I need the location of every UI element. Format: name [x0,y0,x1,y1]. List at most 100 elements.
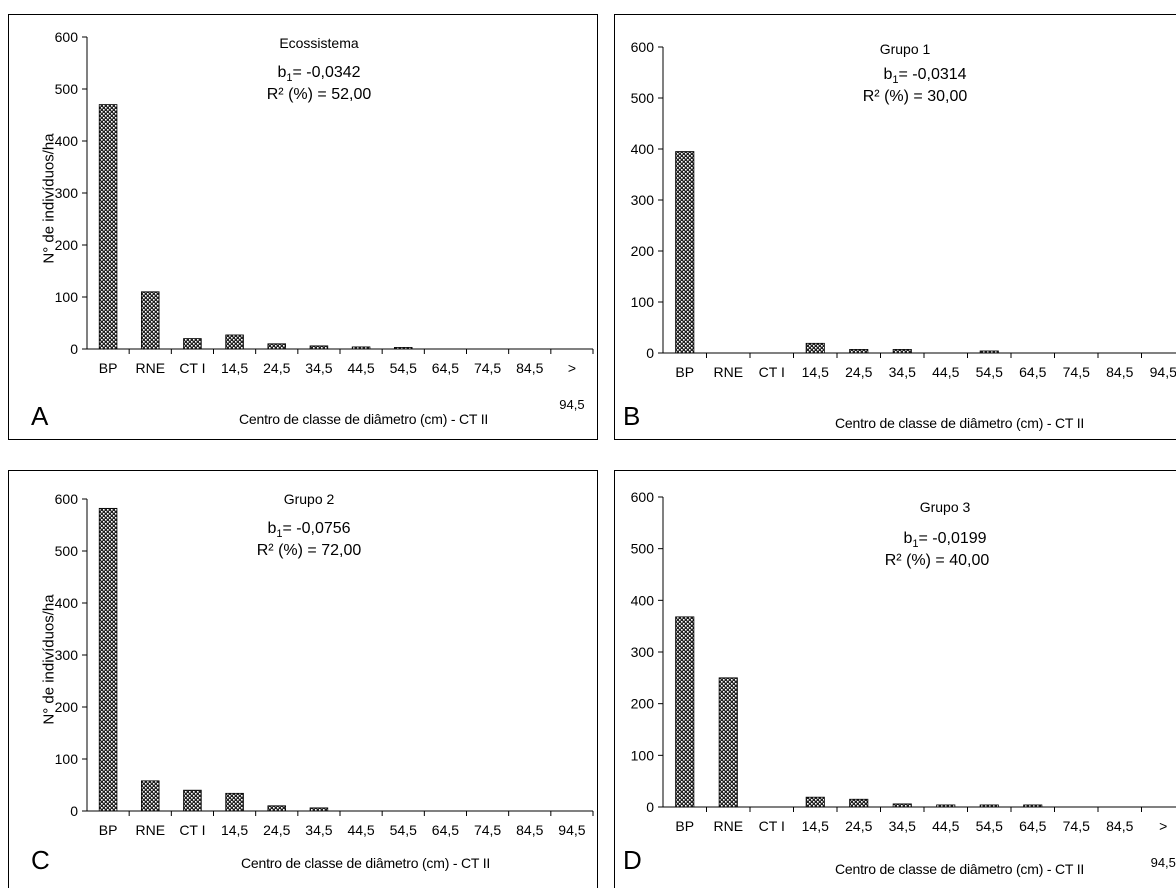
slope-annotation: b1= -0,0314 [883,66,967,87]
x-tick-label: 14,5 [221,822,248,838]
x-tick-label: > [568,360,576,376]
bar-bp [98,104,118,350]
bar-54-5 [979,350,999,354]
panel-letter: A [31,401,49,431]
y-tick-label: 300 [55,647,79,663]
axes: 0 100 200 300 400 500 600 BP RNE CT I 14,5 24,5 34,5… [631,489,1176,870]
x-tick-label: BP [675,818,694,834]
x-tick-label: 24,5 [263,360,290,376]
y-tick-label: 500 [631,90,655,106]
bar-24-5 [849,349,869,354]
bar-64-5 [1023,804,1043,808]
r2-annotation: R² (%) = 40,00 [884,552,990,569]
x-axis-label: Centro de classe de diâmetro (cm) - CT I… [241,855,491,871]
x-tick-label: CT I [179,360,205,376]
chart-title: Grupo 1 [879,41,931,57]
x-tick-label: 94,5 [1150,364,1176,380]
x-tick-label: 14,5 [221,360,248,376]
y-tick-label: 100 [631,747,655,763]
r2-annotation: R² (%) = 52,00 [266,86,372,103]
bars [98,104,413,350]
slope-value: -0,0342 [306,64,361,81]
bar-ct-i [183,338,202,350]
bar-bp [98,507,118,812]
chart-title: Grupo 2 [283,491,335,507]
bar-14-5 [805,342,825,354]
bar-rne [718,677,738,808]
x-tick-label: RNE [135,360,165,376]
y-tick-label: 0 [646,799,654,815]
x-tick-label: 94,5 [558,822,585,838]
x-tick-label: 54,5 [976,818,1003,834]
bar-chart: 0 100 200 300 400 500 600 BP RNE CT I 14,5 24,5 34,5… [55,29,594,412]
chart-title: Grupo 3 [919,499,971,515]
chart-panel-a: Ecossistema b1= -0,0342 R² (%) = 52,00 N… [8,14,598,440]
y-tick-label: 600 [55,29,79,45]
y-tick-label: 600 [631,489,655,505]
y-tick-label: 600 [55,491,79,507]
bars [98,507,329,812]
x-tick-label: 84,5 [1106,364,1133,380]
y-tick-label: 200 [55,237,79,253]
x-tick-label: 34,5 [889,364,916,380]
x-tick-label: 64,5 [432,822,459,838]
y-tick-label: 0 [70,341,78,357]
x-tick-label-sub: 94,5 [1151,855,1176,870]
y-tick-label: 200 [631,696,655,712]
x-tick-label: 54,5 [390,360,417,376]
axes: 0 100 200 300 400 500 600 BP RNE CT I 14,5 24,5 34,5… [631,39,1176,380]
bar-34-5 [892,349,912,354]
bar-54-5 [979,804,999,808]
x-tick-label: 54,5 [390,822,417,838]
y-tick-label: 100 [55,751,79,767]
y-tick-label: 300 [631,644,655,660]
panel-letter: C [31,845,50,875]
axes: 0 100 200 300 400 500 600 BP RNE CT I 14,5 24,5 34,5… [55,491,594,838]
bar-34-5 [309,345,329,350]
r2-annotation: R² (%) = 30,00 [862,88,968,105]
y-tick-label: 400 [55,133,79,149]
bar-24-5 [849,798,869,808]
panel-letter: D [623,845,642,875]
x-tick-label: CT I [759,364,785,380]
x-tick-label: 34,5 [305,822,332,838]
chart-title: Ecossistema [279,35,359,51]
bar-bp [675,616,695,808]
x-tick-label: 24,5 [263,822,290,838]
x-tick-label: RNE [713,818,743,834]
x-tick-label: 44,5 [932,818,959,834]
x-tick-label: 14,5 [802,364,829,380]
axes: 0 100 200 300 400 500 600 BP RNE CT I 14,5 24,5 34,5… [55,29,594,412]
slope-annotation: b1= -0,0199 [903,530,987,551]
bars [675,616,1043,808]
y-tick-label: 200 [631,243,655,259]
x-tick-label-sub: 94,5 [559,397,584,412]
x-tick-label: 74,5 [474,360,501,376]
x-tick-label: 44,5 [347,360,374,376]
y-tick-label: 500 [55,81,79,97]
bar-34-5 [309,807,329,812]
y-tick-label: 0 [646,345,654,361]
y-tick-label: 200 [55,699,79,715]
slope-annotation: b1= -0,0756 [267,520,351,541]
bar-24-5 [267,343,287,350]
bar-ct-i [183,789,202,812]
y-tick-label: 400 [631,141,655,157]
bars [675,151,999,354]
bar-14-5 [225,792,244,812]
x-tick-label: BP [99,822,118,838]
x-tick-label: 74,5 [1063,818,1090,834]
slope-value: -0,0756 [296,520,351,537]
y-tick-label: 100 [631,294,655,310]
x-tick-label: 74,5 [474,822,501,838]
bar-34-5 [892,803,912,808]
x-tick-label: 84,5 [516,360,543,376]
chart-panel-b: Grupo 1 b1= -0,0314 R² (%) = 30,00 B Cen… [614,14,1176,440]
x-tick-label: 64,5 [1019,818,1046,834]
y-tick-label: 400 [55,595,79,611]
x-tick-label: RNE [135,822,165,838]
r2-annotation: R² (%) = 72,00 [256,542,362,559]
slope-value: -0,0199 [932,530,987,547]
x-tick-label: BP [675,364,694,380]
bar-14-5 [805,796,825,808]
